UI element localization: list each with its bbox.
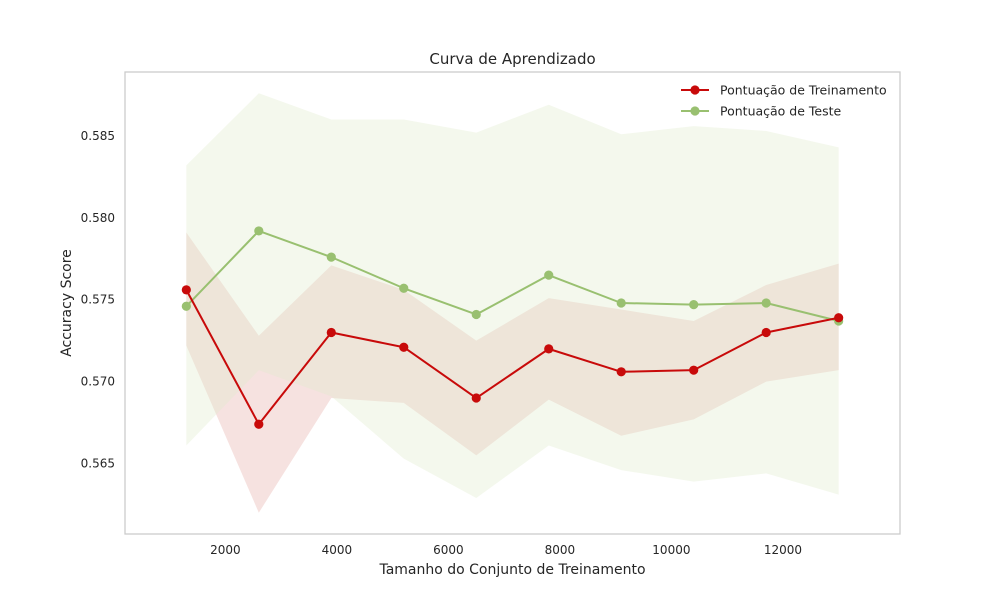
chart-title: Curva de Aprendizado: [429, 50, 595, 68]
y-tick-label: 0.565: [81, 457, 115, 471]
series-2-point: [326, 252, 336, 262]
plot-layer: [181, 93, 844, 513]
legend: Pontuação de Treinamento Pontuação de Tes…: [681, 83, 887, 119]
legend-label-1: Pontuação de Treinamento: [720, 83, 887, 98]
series-2-point: [471, 309, 481, 320]
x-tick-label: 2000: [210, 543, 241, 557]
x-tick-label: 12000: [764, 543, 802, 557]
series-2-point: [761, 298, 771, 308]
series-1-point: [181, 285, 191, 295]
series-1-point: [326, 327, 336, 338]
legend-marker-1: [690, 85, 700, 95]
plot-frame: [124, 71, 901, 535]
x-tick-label: 6000: [433, 543, 464, 557]
series-2-point: [254, 226, 264, 236]
tick-layer: 2000 4000 6000 8000 10000 12000 0.565 0.570 0.57…: [81, 129, 802, 557]
series-2-point: [181, 301, 191, 311]
legend-marker-2: [690, 106, 700, 116]
series-1-point: [689, 365, 699, 375]
y-tick-label: 0.570: [81, 375, 115, 389]
series-1-point: [834, 313, 844, 323]
x-tick-label: 8000: [545, 543, 576, 557]
series-1-point: [761, 327, 771, 338]
legend-label-2: Pontuação de Teste: [720, 104, 842, 119]
series-2-point: [616, 298, 626, 308]
series-1-line: [185, 289, 839, 426]
series-2-point: [399, 283, 409, 293]
series-1-point: [471, 393, 481, 403]
y-axis-label: Accuracy Score: [59, 249, 75, 357]
series-1-point: [399, 342, 409, 352]
series-1-point: [544, 344, 554, 354]
x-tick-label: 10000: [652, 543, 690, 557]
y-tick-label: 0.580: [81, 211, 115, 225]
series-2-point: [544, 270, 554, 280]
y-tick-label: 0.585: [81, 129, 115, 143]
x-tick-label: 4000: [322, 543, 353, 557]
series-2-line: [185, 229, 839, 322]
series-2-point: [689, 300, 699, 310]
series-1-point: [254, 419, 264, 429]
series-1-point: [616, 367, 626, 377]
x-axis-label: Tamanho do Conjunto de Treinamento: [378, 562, 645, 578]
y-tick-label: 0.575: [81, 293, 115, 307]
